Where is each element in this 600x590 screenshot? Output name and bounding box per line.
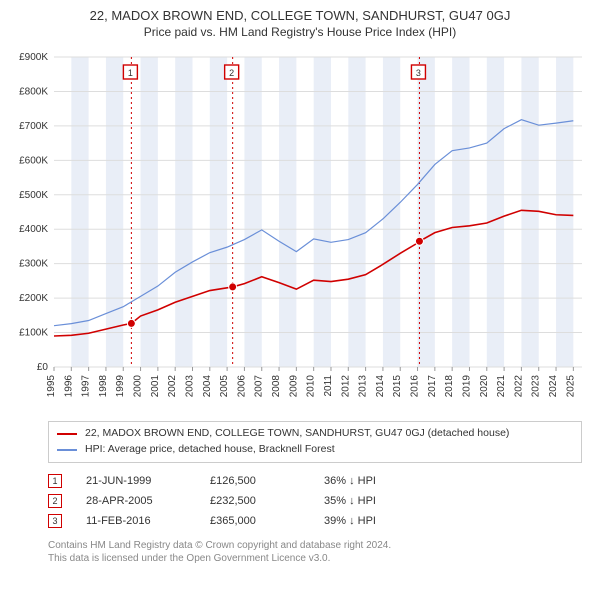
svg-text:£900K: £900K bbox=[19, 52, 48, 63]
svg-text:£200K: £200K bbox=[19, 293, 48, 304]
svg-text:2013: 2013 bbox=[358, 375, 369, 398]
svg-text:2006: 2006 bbox=[236, 375, 247, 398]
sale-price: £365,000 bbox=[210, 515, 300, 527]
sale-marker: 2 bbox=[48, 494, 62, 508]
sale-marker: 1 bbox=[48, 474, 62, 488]
svg-text:£300K: £300K bbox=[19, 259, 48, 270]
chart-title: 22, MADOX BROWN END, COLLEGE TOWN, SANDH… bbox=[8, 8, 592, 23]
svg-text:2024: 2024 bbox=[548, 375, 559, 398]
sale-marker: 3 bbox=[48, 514, 62, 528]
svg-text:2019: 2019 bbox=[461, 375, 472, 398]
svg-text:£400K: £400K bbox=[19, 224, 48, 235]
svg-text:£600K: £600K bbox=[19, 155, 48, 166]
line-chart: £0 £100K £200K £300K £400K £500K £600K £700K £80… bbox=[8, 47, 592, 417]
svg-text:1998: 1998 bbox=[98, 375, 109, 398]
svg-text:2018: 2018 bbox=[444, 375, 455, 398]
svg-text:2005: 2005 bbox=[219, 375, 230, 398]
sales-table: 1 21-JUN-1999 £126,500 36% ↓ HPI 2 28-APR-200… bbox=[48, 471, 582, 531]
legend-swatch-hpi bbox=[57, 449, 77, 451]
svg-text:1996: 1996 bbox=[63, 375, 74, 398]
svg-text:3: 3 bbox=[416, 68, 421, 78]
sale-date: 11-FEB-2016 bbox=[86, 515, 186, 527]
legend-swatch-price bbox=[57, 433, 77, 435]
sale-delta: 36% ↓ HPI bbox=[324, 475, 414, 487]
svg-text:£800K: £800K bbox=[19, 86, 48, 97]
svg-text:£0: £0 bbox=[37, 362, 49, 373]
footnote-line: Contains HM Land Registry data © Crown c… bbox=[48, 539, 582, 552]
svg-text:2015: 2015 bbox=[392, 375, 403, 398]
svg-text:1997: 1997 bbox=[81, 375, 92, 398]
svg-text:2001: 2001 bbox=[150, 375, 161, 398]
svg-text:2: 2 bbox=[229, 68, 234, 78]
sale-delta: 39% ↓ HPI bbox=[324, 515, 414, 527]
sale-delta: 35% ↓ HPI bbox=[324, 495, 414, 507]
sale-price: £126,500 bbox=[210, 475, 300, 487]
footnote: Contains HM Land Registry data © Crown c… bbox=[48, 539, 582, 565]
svg-text:£100K: £100K bbox=[19, 328, 48, 339]
sales-row: 2 28-APR-2005 £232,500 35% ↓ HPI bbox=[48, 491, 582, 511]
legend-row: HPI: Average price, detached house, Brac… bbox=[57, 442, 573, 458]
svg-text:1995: 1995 bbox=[46, 375, 57, 398]
svg-text:2021: 2021 bbox=[496, 375, 507, 398]
svg-text:2004: 2004 bbox=[202, 375, 213, 398]
svg-text:2016: 2016 bbox=[410, 375, 421, 398]
chart-subtitle: Price paid vs. HM Land Registry's House … bbox=[8, 25, 592, 39]
svg-text:2017: 2017 bbox=[427, 375, 438, 398]
svg-text:1: 1 bbox=[128, 68, 133, 78]
svg-text:2003: 2003 bbox=[184, 375, 195, 398]
svg-text:2009: 2009 bbox=[288, 375, 299, 398]
sales-row: 1 21-JUN-1999 £126,500 36% ↓ HPI bbox=[48, 471, 582, 491]
sale-date: 28-APR-2005 bbox=[86, 495, 186, 507]
svg-text:1999: 1999 bbox=[115, 375, 126, 398]
svg-text:2020: 2020 bbox=[479, 375, 490, 398]
svg-text:2010: 2010 bbox=[306, 375, 317, 398]
svg-text:2022: 2022 bbox=[513, 375, 524, 398]
svg-text:£700K: £700K bbox=[19, 121, 48, 132]
chart-area: £0 £100K £200K £300K £400K £500K £600K £700K £80… bbox=[8, 47, 592, 417]
svg-text:2012: 2012 bbox=[340, 375, 351, 398]
legend: 22, MADOX BROWN END, COLLEGE TOWN, SANDH… bbox=[48, 421, 582, 463]
footnote-line: This data is licensed under the Open Gov… bbox=[48, 552, 582, 565]
svg-text:2025: 2025 bbox=[565, 375, 576, 398]
sale-date: 21-JUN-1999 bbox=[86, 475, 186, 487]
svg-text:2007: 2007 bbox=[254, 375, 265, 398]
svg-text:2023: 2023 bbox=[531, 375, 542, 398]
sales-row: 3 11-FEB-2016 £365,000 39% ↓ HPI bbox=[48, 511, 582, 531]
svg-text:2000: 2000 bbox=[133, 375, 144, 398]
sale-price: £232,500 bbox=[210, 495, 300, 507]
legend-label-hpi: HPI: Average price, detached house, Brac… bbox=[85, 442, 335, 458]
svg-text:2008: 2008 bbox=[271, 375, 282, 398]
svg-text:£500K: £500K bbox=[19, 190, 48, 201]
legend-row: 22, MADOX BROWN END, COLLEGE TOWN, SANDH… bbox=[57, 426, 573, 442]
legend-label-price: 22, MADOX BROWN END, COLLEGE TOWN, SANDH… bbox=[85, 426, 509, 442]
svg-text:2002: 2002 bbox=[167, 375, 178, 398]
svg-text:2014: 2014 bbox=[375, 375, 386, 398]
svg-text:2011: 2011 bbox=[323, 375, 334, 397]
